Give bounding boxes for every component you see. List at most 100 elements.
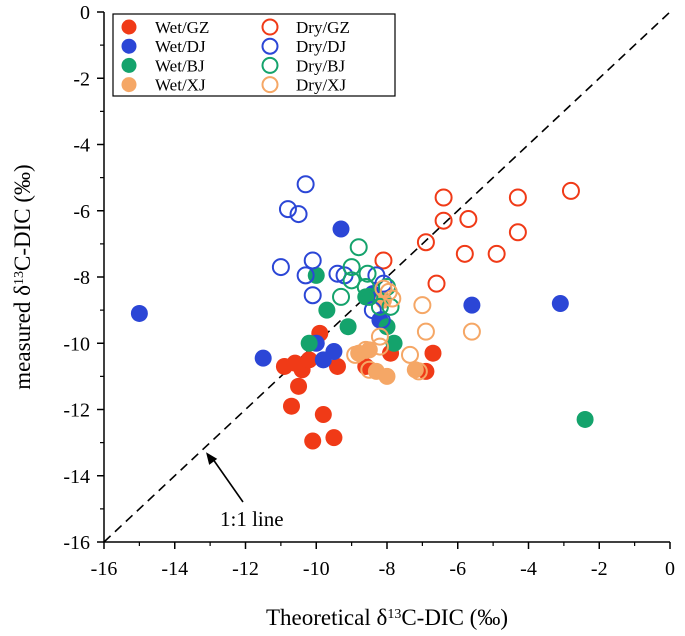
legend-label: Wet/XJ [155,76,206,95]
data-point [576,410,594,428]
y-tick-label: -6 [73,201,90,223]
data-point [487,244,506,263]
x-tick-label: -10 [303,558,330,580]
series-dry-gz [374,181,580,293]
y-tick-label: -12 [63,400,90,422]
data-point [349,238,368,257]
y-tick-label: -8 [73,267,90,289]
data-point [374,279,393,298]
data-point [434,211,453,230]
legend-label: Dry/XJ [296,76,346,95]
data-point [370,337,389,356]
data-point [358,264,377,283]
x-tick-label: -2 [591,558,608,580]
x-tick-label: -14 [161,558,188,580]
y-tick-label: -14 [63,466,90,488]
legend-label: Wet/DJ [155,37,206,56]
data-point [356,277,375,296]
data-point [370,297,389,316]
data-point [370,327,389,346]
legend-marker [261,56,279,74]
data-point [459,210,478,229]
data-point [325,343,343,361]
x-tick-label: -6 [449,558,466,580]
data-point [300,334,318,352]
x-axis-title: Theoretical δ13C-DIC (‰) [266,605,508,630]
data-point [463,296,481,314]
annotation-label: 1:1 line [220,507,284,531]
y-tick-label: -10 [63,333,90,355]
data-point [416,322,435,341]
y-tick-label: -2 [73,68,90,90]
legend-marker [121,38,137,54]
legend-label: Dry/GZ [296,18,350,37]
legend-marker [261,76,279,94]
data-point [286,354,304,372]
data-point [296,175,315,194]
x-tick-label: -12 [232,558,259,580]
x-tick-label: 0 [665,558,675,580]
data-point [508,188,527,207]
data-point [318,301,336,319]
series-wet-bj [300,266,594,428]
y-tick-label: -4 [73,135,90,157]
legend-label: Dry/DJ [296,37,346,56]
data-point [290,377,308,395]
data-point [378,367,396,385]
data-point [314,405,332,423]
data-point [508,223,527,242]
x-tick-label: -8 [379,558,396,580]
data-point [383,289,402,308]
data-point [356,340,375,359]
data-point [385,334,403,352]
data-point [374,251,393,270]
data-point [332,287,351,306]
data-point [282,397,300,415]
data-point [303,251,322,270]
reference-line-1-1 [103,11,671,543]
data-point [427,274,446,293]
data-point [289,205,308,224]
data-point [339,318,357,336]
x-tick-label: -16 [91,558,118,580]
data-point [400,345,419,364]
y-tick-label: -16 [63,532,90,554]
data-point [332,220,350,238]
data-point [328,264,347,283]
data-point [303,286,322,305]
data-point [455,244,474,263]
legend-marker [261,18,279,36]
data-point [271,258,290,277]
series-dry-xj [346,279,481,381]
data-point [413,296,432,315]
legend-label: Wet/BJ [155,56,205,75]
legend-label: Dry/BJ [296,56,346,75]
data-point [300,351,318,369]
annotation-arrow-head [206,452,218,465]
data-point [462,322,481,341]
legend-marker [121,57,137,73]
data-point [278,200,297,219]
data-point [328,357,346,375]
data-point [416,233,435,252]
data-point [342,271,361,290]
legend-box [112,13,396,97]
data-point [360,360,379,379]
y-axis-title: measured δ13C-DIC (‰) [10,164,35,389]
legend-marker [121,19,137,35]
data-point [342,258,361,277]
data-point [424,344,442,362]
data-point [130,304,148,322]
legend-marker [261,37,279,55]
data-point [254,349,272,367]
legend-marker [121,77,137,93]
series-wet-gz [275,324,442,450]
legend-label: Wet/GZ [155,18,209,37]
data-point [561,181,580,200]
data-point [409,362,428,381]
y-tick-label: 0 [80,2,90,24]
data-point [360,287,379,306]
series-wet-dj [130,220,569,369]
